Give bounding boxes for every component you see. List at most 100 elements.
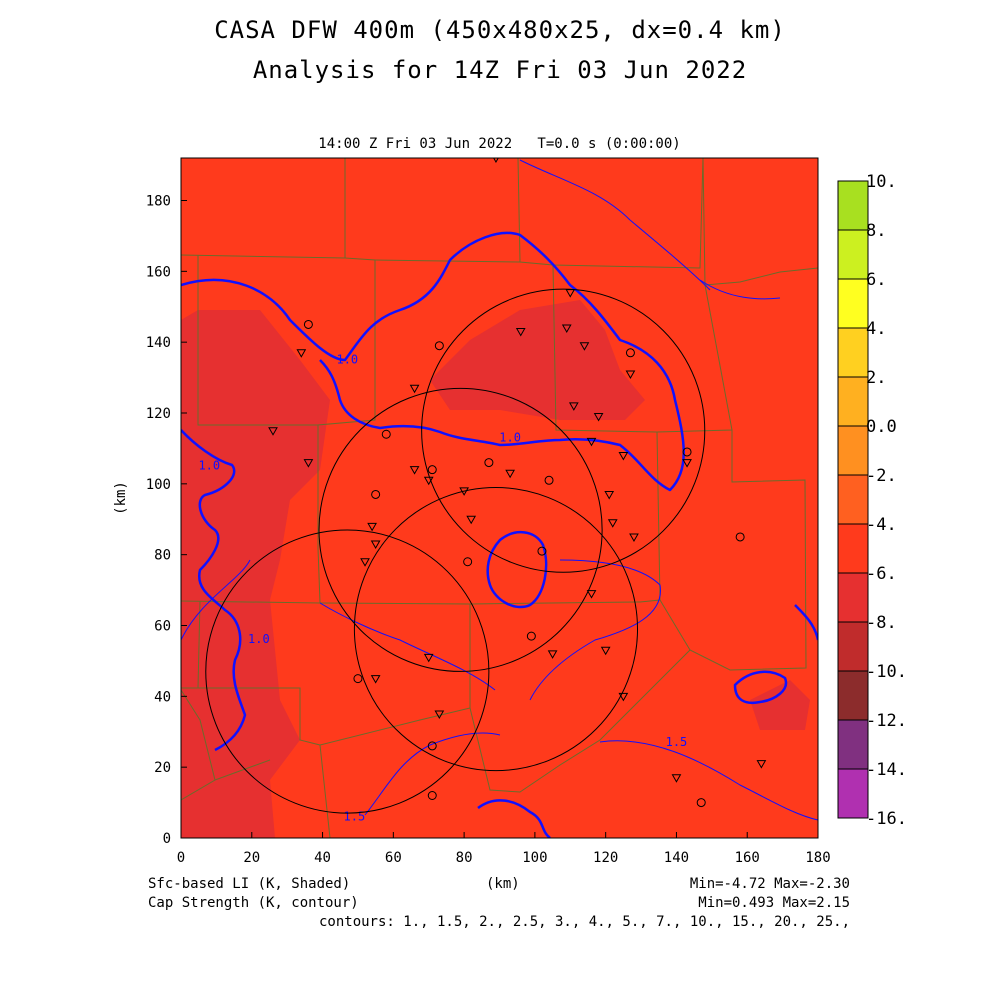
radar-range-rings (205, 288, 706, 814)
shaded-field-label: Sfc-based LI (K, Shaded) (148, 876, 351, 892)
colorbar-swatch (837, 278, 869, 329)
x-tick-label: 180 (805, 850, 830, 866)
station-circle (696, 798, 706, 808)
station-circle (484, 458, 494, 468)
station-triangle (629, 533, 639, 542)
colorbar-swatch (837, 229, 869, 280)
station-triangle (586, 437, 597, 447)
colorbar-swatch (837, 523, 869, 574)
x-tick-label: 120 (593, 850, 618, 866)
colorbar-label: 4. (866, 319, 886, 339)
station-triangle (360, 558, 370, 567)
y-tick-label: 80 (154, 548, 171, 564)
station-triangle (423, 653, 434, 663)
colorbar-legend: 10. 8. 6. 4. 2. 0.0 -2. -4. -6. -8. -10. -12. -14. -1… (837, 172, 907, 829)
station-circle (303, 319, 313, 329)
station-triangle (593, 413, 604, 422)
contour-value-label: 1.0 (198, 459, 220, 473)
colorbar-swatch (837, 474, 869, 525)
colorbar-label: 0.0 (866, 417, 897, 437)
chart-title: CASA DFW 400m (450x480x25, dx=0.4 km) (214, 16, 786, 44)
y-tick-label: 100 (146, 477, 171, 493)
colorbar-label: 8. (866, 221, 886, 241)
colorbar-swatch (837, 425, 869, 476)
station-triangle (370, 540, 381, 550)
shaded-min-max: Min=-4.72 Max=-2.30 (689, 876, 850, 892)
station-markers (268, 158, 767, 808)
contour-value-label: 1.5 (344, 809, 366, 823)
contour-levels: contours: 1., 1.5, 2., 2.5, 3., 4., 5., … (318, 914, 850, 930)
station-triangle (466, 515, 477, 525)
x-tick-label: 160 (735, 850, 760, 866)
station-circle (381, 429, 391, 439)
station-triangle (459, 487, 469, 496)
station-circle (537, 546, 547, 556)
chart-subtitle: Analysis for 14Z Fri 03 Jun 2022 (252, 56, 748, 84)
station-triangle (600, 646, 611, 656)
y-tick-label: 20 (154, 760, 171, 776)
y-tick-label: 160 (146, 264, 171, 280)
station-triangle (682, 459, 692, 468)
colorbar-label: -4. (866, 515, 897, 535)
station-triangle (409, 466, 420, 475)
station-triangle (579, 342, 590, 351)
y-tick-label: 120 (146, 406, 171, 422)
station-circle (353, 674, 363, 684)
station-triangle (303, 459, 314, 468)
station-triangle (604, 490, 615, 500)
station-triangle (561, 324, 572, 334)
station-circle (371, 489, 381, 499)
station-triangle (434, 710, 445, 720)
colorbar-label: -12. (866, 711, 907, 731)
x-tick-label: 100 (522, 850, 547, 866)
contour-value-label: 1.0 (499, 430, 521, 444)
station-circle (427, 741, 437, 751)
x-tick-label: 80 (456, 850, 473, 866)
colorbar-swatch (837, 621, 869, 672)
x-tick-label: 40 (314, 850, 331, 866)
colorbar-label: 10. (866, 172, 897, 192)
station-circle (427, 465, 437, 475)
colorbar-swatch (837, 327, 869, 378)
station-circle (544, 475, 554, 485)
station-circle (735, 532, 745, 542)
station-triangle (409, 384, 420, 394)
y-tick-label: 40 (154, 689, 171, 705)
station-triangle (547, 650, 558, 659)
station-triangle (565, 289, 576, 298)
radar-ring (353, 486, 639, 772)
cap-strength-contours (181, 159, 818, 838)
station-triangle (671, 774, 682, 783)
station-triangle (618, 452, 629, 461)
colorbar-label: -14. (866, 760, 907, 780)
station-triangle (586, 590, 597, 599)
station-triangle (423, 476, 434, 486)
contour-value-label: 1.0 (336, 352, 358, 366)
colorbar-label: 2. (866, 368, 886, 388)
station-triangle (268, 427, 278, 436)
contour-field-label: Cap Strength (K, contour) (148, 895, 359, 911)
station-circle (526, 631, 536, 641)
x-tick-label: 60 (385, 850, 402, 866)
x-tick-label: 20 (243, 850, 260, 866)
x-tick-label: 0 (177, 850, 185, 866)
station-triangle (607, 519, 618, 528)
y-tick-label: 180 (146, 194, 171, 210)
colorbar-label: -6. (866, 564, 897, 584)
radar-ring (318, 387, 603, 672)
station-triangle (568, 402, 579, 411)
station-circle (434, 341, 444, 351)
y-axis: 0 20 40 60 80 100 120 140 160 180 (146, 194, 187, 847)
radar-ring (421, 288, 706, 573)
station-triangle (618, 692, 629, 702)
station-triangle (505, 469, 515, 479)
x-axis: 0 20 40 60 80 100 120 140 160 180 (177, 832, 831, 866)
x-tick-label: 140 (664, 850, 689, 866)
contour-value-label: 1.5 (666, 735, 688, 749)
contour-min-max: Min=0.493 Max=2.15 (698, 895, 850, 911)
colorbar-label: -8. (866, 613, 897, 633)
station-triangle (370, 675, 381, 684)
colorbar-swatch (837, 768, 869, 819)
colorbar-label: -10. (866, 662, 907, 682)
